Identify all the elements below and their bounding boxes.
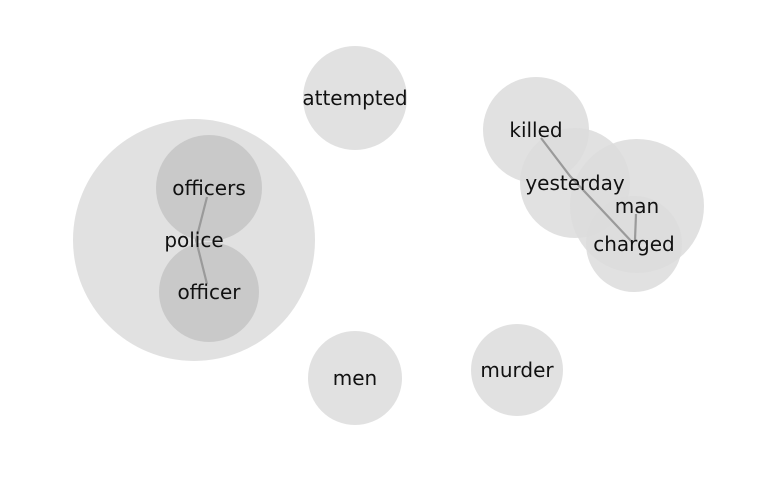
link-man-charged: [633, 213, 638, 241]
label-murder: murder: [480, 358, 554, 382]
bubble-officers: [156, 135, 262, 241]
killed-cluster: killed yesterday man charged: [483, 77, 704, 292]
label-police: police: [164, 228, 223, 252]
label-officer: officer: [177, 280, 241, 304]
label-men: men: [333, 366, 377, 390]
label-officers: officers: [172, 176, 246, 200]
label-yesterday: yesterday: [525, 171, 625, 195]
link-killed-yesterday-charged: [540, 137, 633, 243]
label-attempted: attempted: [302, 86, 407, 110]
men-node: men: [308, 331, 402, 425]
murder-node: murder: [471, 324, 563, 416]
label-man: man: [615, 194, 659, 218]
bubble-officer: [159, 242, 259, 342]
label-charged: charged: [593, 232, 675, 256]
bubble-murder: [471, 324, 563, 416]
bubble-attempted: [303, 46, 407, 150]
link-officers-police-officer: [194, 196, 209, 285]
bubble-men: [308, 331, 402, 425]
attempted-node: attempted: [302, 46, 408, 150]
label-killed: killed: [509, 118, 562, 142]
police-cluster: police officers officer: [73, 119, 315, 361]
